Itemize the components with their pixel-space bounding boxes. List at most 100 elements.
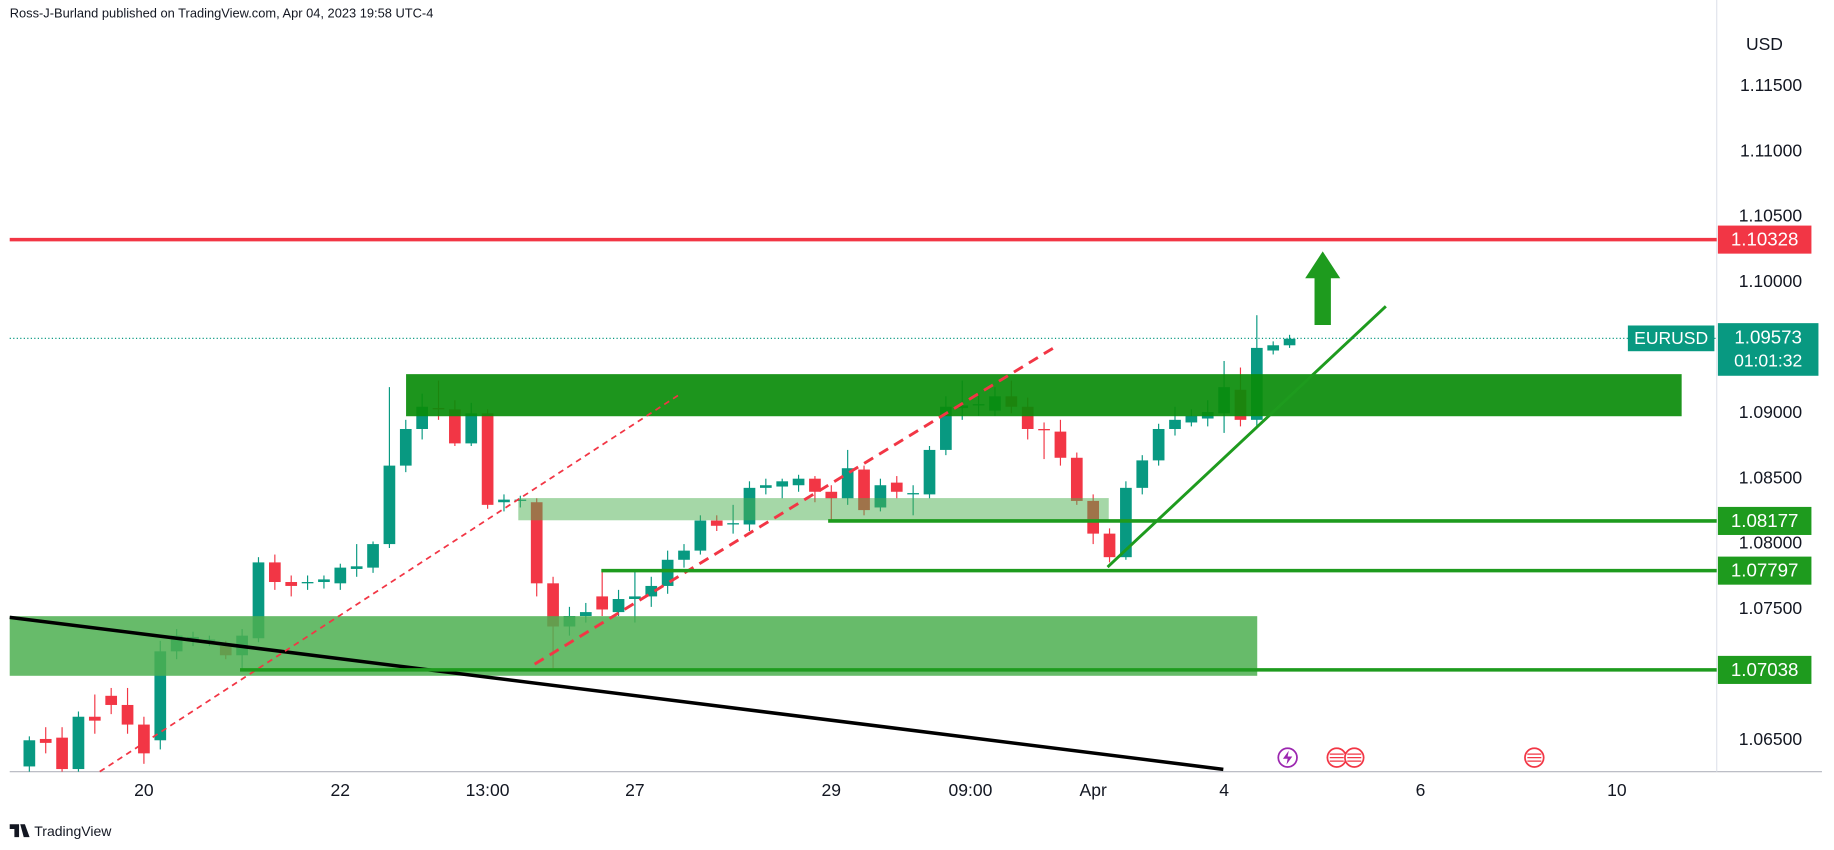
currency: USD — [1746, 34, 1783, 54]
level-label: 1.08177 — [1731, 510, 1799, 531]
candle-body — [252, 562, 265, 639]
candle-body — [612, 599, 625, 613]
candle-body — [399, 428, 412, 466]
candle-body — [285, 582, 298, 586]
candle-body — [596, 596, 609, 610]
level-box — [1717, 225, 1812, 254]
candle-body — [874, 485, 887, 508]
symbol-label: EURUSD — [1634, 328, 1708, 348]
candle-body — [727, 523, 739, 525]
candle-body — [678, 550, 690, 560]
y-tick-label: 1.07500 — [1739, 598, 1803, 618]
x-tick-label: 27 — [625, 780, 644, 800]
last-price-box — [1717, 323, 1819, 376]
candle-body — [481, 413, 494, 505]
candle-body — [547, 583, 559, 627]
candle-body — [1038, 428, 1050, 431]
support-zone — [9, 616, 1258, 676]
publisher: Ross-J-Burland published on TradingView.… — [10, 5, 434, 20]
y-tick-label: 1.06500 — [1739, 729, 1803, 749]
candle-body — [1070, 457, 1083, 501]
candle-body — [39, 738, 52, 743]
x-tick-label: 20 — [134, 780, 154, 800]
x-tick-label: 4 — [1219, 780, 1229, 800]
x-tick-label: 10 — [1607, 780, 1627, 800]
candle-body — [940, 406, 952, 450]
candle-body — [1152, 428, 1165, 461]
candle-body — [1169, 419, 1181, 429]
x-tick-label: 13:00 — [466, 780, 510, 800]
candle-body — [694, 520, 707, 551]
x-tick-label: 29 — [822, 780, 841, 800]
y-tick-label: 1.11000 — [1740, 140, 1802, 160]
y-tick-label: 1.11500 — [1740, 75, 1802, 95]
candle-body — [350, 566, 363, 569]
candle-body — [825, 491, 838, 499]
candle-body — [383, 465, 396, 545]
candle-body — [645, 585, 658, 597]
y-tick-label: 1.10500 — [1739, 206, 1803, 226]
event-flag — [1329, 753, 1542, 762]
x-tick-label: 6 — [1416, 780, 1426, 800]
event-icon-glyph — [1282, 750, 1293, 765]
candle-body — [759, 485, 772, 488]
candle-body — [858, 469, 870, 511]
candle-body — [154, 651, 167, 741]
candle-body — [105, 695, 118, 705]
y-tick-label: 1.08000 — [1739, 533, 1803, 553]
candle-body — [710, 520, 723, 526]
candle-body — [1136, 460, 1149, 488]
candle-body — [776, 481, 789, 487]
candle-body — [465, 413, 478, 444]
level-label: 1.07797 — [1731, 560, 1799, 581]
candle-body — [334, 567, 347, 584]
candle-body — [1185, 415, 1198, 423]
candle-body — [629, 596, 641, 600]
candle-body — [301, 582, 314, 584]
level-box — [1717, 655, 1812, 684]
candle-body — [88, 716, 101, 721]
drawings — [9, 251, 1682, 773]
candle-body — [56, 737, 68, 770]
level-label: 1.07038 — [1731, 659, 1799, 680]
candle-body — [841, 468, 854, 499]
candle-body — [579, 612, 592, 617]
candle-body — [138, 724, 150, 754]
last-price-label: 1.09573 — [1734, 326, 1802, 347]
candle-body — [530, 502, 543, 584]
candle-body — [1283, 338, 1296, 346]
arrow — [1305, 251, 1341, 326]
candle-body — [72, 716, 85, 770]
level-box — [1717, 556, 1812, 585]
candle-body — [449, 409, 461, 444]
level-label: 1.10328 — [1731, 229, 1799, 250]
demand-zone — [518, 498, 1109, 521]
level-box — [1717, 506, 1812, 535]
x-tick-label: 22 — [331, 780, 350, 800]
trend-line — [9, 615, 1224, 772]
candle-body — [268, 562, 281, 583]
candle-body — [1267, 345, 1280, 351]
candle-body — [661, 559, 674, 586]
y-tick-label: 1.10000 — [1739, 271, 1803, 291]
candle-body — [121, 704, 134, 725]
brand: TradingView — [9, 823, 112, 839]
trend-line — [1106, 305, 1387, 569]
symbol-box — [1627, 325, 1715, 352]
candle-body — [907, 493, 919, 495]
trend-line — [533, 343, 1060, 666]
candle-body — [1054, 431, 1067, 458]
candle-body — [1103, 533, 1116, 558]
candle-body — [367, 544, 379, 568]
candle-body — [318, 579, 330, 583]
events — [1277, 747, 1545, 768]
x-tick-label: 09:00 — [948, 780, 992, 800]
candle-body — [1021, 406, 1034, 429]
candle-body — [809, 478, 821, 492]
y-tick-label: 1.08500 — [1739, 467, 1803, 487]
resistance-zone — [406, 374, 1682, 417]
candle-body — [792, 478, 805, 486]
candle-body — [416, 406, 428, 429]
brand-name: TradingView — [34, 823, 112, 839]
